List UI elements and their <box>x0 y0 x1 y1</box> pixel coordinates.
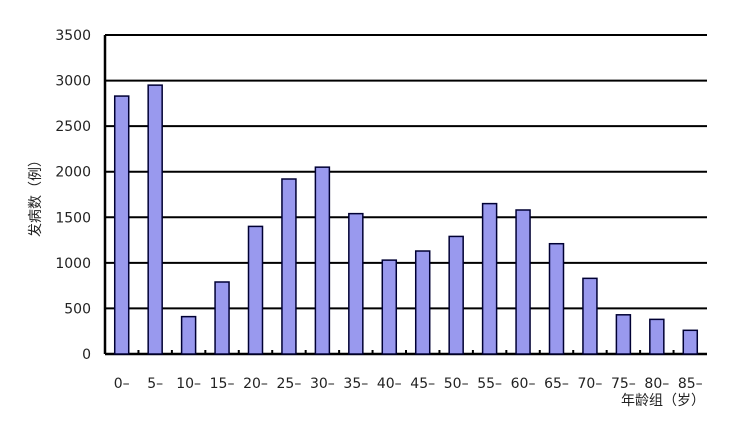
bar-80 <box>649 318 665 355</box>
bars <box>113 84 699 355</box>
bar-50 <box>448 235 464 355</box>
x-axis-label: 年龄组（岁） <box>621 393 705 409</box>
bar-60 <box>515 209 531 355</box>
bar-20 <box>247 225 264 355</box>
y-tick-label: 2500 <box>55 119 91 135</box>
x-axis-ticks: 0– 5– 10– 15– 20– 25– 30– 35– 40– 45– 50– 55– 60– 65–… <box>114 376 703 392</box>
x-tick-label: 10– <box>176 376 201 392</box>
bar-5 <box>147 84 163 355</box>
y-tick-label: 2000 <box>55 165 91 181</box>
bar-55 <box>481 202 498 355</box>
x-tick-label: 55– <box>477 376 502 392</box>
x-tick-label: 5– <box>147 376 163 392</box>
bar-70 <box>582 277 598 355</box>
y-tick-label: 1500 <box>55 210 91 226</box>
x-tick-label: 0– <box>114 376 130 392</box>
x-tick-label: 80– <box>644 376 669 392</box>
x-tick-label: 60– <box>511 376 536 392</box>
gridlines <box>103 34 707 356</box>
y-tick-label: 500 <box>64 301 91 317</box>
bar-35 <box>348 212 364 355</box>
bar-0 <box>113 95 130 355</box>
bar-45 <box>414 250 431 355</box>
x-tick-label: 50– <box>444 376 469 392</box>
y-axis-ticks: 0 500 1000 1500 2000 2500 3000 3500 <box>55 28 91 363</box>
x-tick-label: 35– <box>343 376 368 392</box>
y-tick-label: 3500 <box>55 28 91 44</box>
bar-30 <box>314 166 331 355</box>
bar-15 <box>214 281 230 355</box>
y-tick-label: 1000 <box>55 256 91 272</box>
y-tick-label: 3000 <box>55 74 91 90</box>
bar-10 <box>180 315 197 355</box>
bar-85 <box>682 329 699 355</box>
x-tick-label: 70– <box>578 376 603 392</box>
bar-75 <box>615 314 632 355</box>
x-tick-label: 25– <box>277 376 302 392</box>
x-tick-label: 15– <box>210 376 235 392</box>
x-tick-label: 30– <box>310 376 335 392</box>
bar-40 <box>381 259 398 355</box>
x-tick-label: 45– <box>410 376 435 392</box>
bar-65 <box>548 242 565 355</box>
y-axis-label: 发病数（例） <box>28 153 44 237</box>
y-tick-label: 0 <box>82 347 91 363</box>
x-tick-label: 20– <box>243 376 268 392</box>
x-tick-label: 40– <box>377 376 402 392</box>
x-tick-label: 85– <box>678 376 703 392</box>
x-tick-label: 65– <box>544 376 569 392</box>
bar-25 <box>281 178 297 355</box>
x-tick-label: 75– <box>611 376 636 392</box>
